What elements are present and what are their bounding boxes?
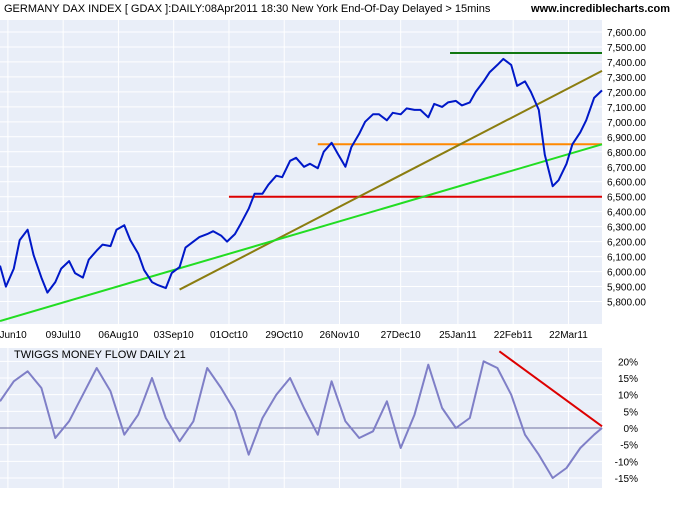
x-tick-label: 25Jan11 <box>439 330 477 341</box>
indicator-trend-line <box>498 350 603 428</box>
indicator-plot-area <box>0 348 602 488</box>
x-tick-label: 01Oct10 <box>210 330 248 341</box>
trend-line <box>0 143 603 322</box>
indicator-y-tick-label: -10% <box>615 457 638 468</box>
price-y-tick-label: 6,500.00 <box>607 193 646 204</box>
price-y-tick-label: 7,300.00 <box>607 73 646 84</box>
price-y-tick-label: 7,000.00 <box>607 118 646 129</box>
indicator-y-tick-label: -15% <box>615 474 638 485</box>
x-tick-label: 27Dec10 <box>381 330 421 341</box>
price-y-tick-label: 7,100.00 <box>607 103 646 114</box>
indicator-y-tick-label: 10% <box>618 391 638 402</box>
money-flow-line <box>0 360 603 479</box>
x-tick-label: 06Aug10 <box>98 330 138 341</box>
x-tick-label: 09Jul10 <box>46 330 81 341</box>
trend-line <box>179 70 603 291</box>
price-panel: 5,800.00 5,900.00 6,000.00 6,100.00 6,200.00… <box>0 20 646 341</box>
price-y-tick-label: 5,900.00 <box>607 283 646 294</box>
price-y-tick-label: 6,400.00 <box>607 208 646 219</box>
x-tick-label: 11Jun10 <box>0 330 27 341</box>
price-y-tick-label: 6,000.00 <box>607 268 646 279</box>
price-y-tick-label: 6,300.00 <box>607 223 646 234</box>
indicator-title: TWIGGS MONEY FLOW DAILY 21 <box>14 349 186 361</box>
indicator-y-tick-label: 15% <box>618 374 638 385</box>
price-y-tick-label: 6,800.00 <box>607 148 646 159</box>
price-y-tick-label: 6,900.00 <box>607 133 646 144</box>
price-plot-area <box>0 20 602 324</box>
indicator-y-tick-label: 5% <box>624 407 639 418</box>
x-tick-label: 03Sep10 <box>154 330 194 341</box>
price-y-tick-label: 7,600.00 <box>607 28 646 39</box>
indicator-y-tick-label: 20% <box>618 357 638 368</box>
indicator-panel: -15% -10% -5% 0% 5% 10% 15% 20% <box>0 348 638 488</box>
indicator-y-tick-label: 0% <box>624 424 639 435</box>
indicator-y-tick-label: -5% <box>620 441 638 452</box>
price-y-tick-label: 6,700.00 <box>607 163 646 174</box>
price-y-tick-label: 6,100.00 <box>607 253 646 264</box>
price-y-tick-label: 5,800.00 <box>607 298 646 309</box>
price-series-line <box>0 57 603 294</box>
price-y-tick-label: 7,500.00 <box>607 43 646 54</box>
price-y-tick-label: 7,200.00 <box>607 88 646 99</box>
price-y-tick-label: 6,200.00 <box>607 238 646 249</box>
x-tick-label: 22Mar11 <box>549 330 588 341</box>
x-tick-label: 26Nov10 <box>319 330 359 341</box>
site-url: www.incrediblecharts.com <box>530 3 670 15</box>
x-tick-label: 22Feb11 <box>494 330 533 341</box>
price-y-tick-label: 6,600.00 <box>607 178 646 189</box>
price-y-tick-label: 7,400.00 <box>607 58 646 69</box>
x-tick-label: 29Oct10 <box>265 330 303 341</box>
chart-title: GERMANY DAX INDEX [ GDAX ]:DAILY:08Apr20… <box>4 3 491 15</box>
